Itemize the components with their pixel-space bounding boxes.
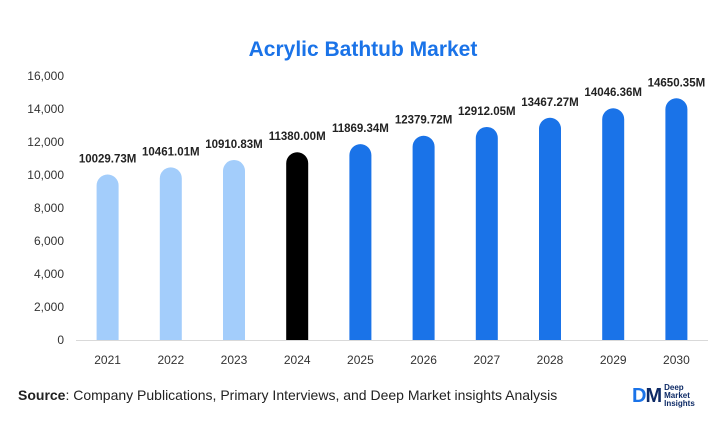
y-tick-label: 2,000 <box>34 300 64 314</box>
x-tick-label-2022: 2022 <box>157 353 184 367</box>
x-tick-label-2030: 2030 <box>663 353 690 367</box>
chart-title: Acrylic Bathtub Market <box>248 38 478 61</box>
data-label-2028: 13467.27M <box>521 97 579 109</box>
bar-2029 <box>602 108 625 340</box>
bar-2023 <box>223 159 245 340</box>
data-label-2021: 10029.73M <box>79 154 137 166</box>
bar-2024 <box>286 152 309 340</box>
bar-2022 <box>159 167 182 340</box>
y-tick-label: 0 <box>57 333 64 347</box>
x-tick-label-2026: 2026 <box>410 353 437 367</box>
y-tick-label: 12,000 <box>27 135 64 149</box>
y-tick-label: 6,000 <box>34 234 64 248</box>
y-tick-label: 8,000 <box>34 201 64 215</box>
y-tick-label: 4,000 <box>34 267 64 281</box>
data-label-2027: 12912.05M <box>458 106 516 118</box>
data-label-2026: 12379.72M <box>395 115 453 127</box>
data-label-2030: 14650.35M <box>648 77 706 89</box>
source-label: Source <box>18 387 66 403</box>
bar-2030 <box>665 98 688 340</box>
data-label-2022: 10461.01M <box>142 146 200 158</box>
x-tick-label-2029: 2029 <box>600 353 627 367</box>
x-tick-label-2021: 2021 <box>94 353 121 367</box>
bar-2028 <box>539 117 561 341</box>
data-label-2029: 14046.36M <box>584 87 642 99</box>
y-tick-label: 16,000 <box>27 69 64 83</box>
x-tick-label-2024: 2024 <box>284 353 311 367</box>
data-label-2023: 10910.83M <box>205 139 263 151</box>
company-logo: DM Deep Market Insights <box>632 384 695 408</box>
bar-2021 <box>96 174 119 340</box>
y-tick-label: 14,000 <box>27 102 64 116</box>
x-tick-label-2028: 2028 <box>537 353 564 367</box>
data-label-2025: 11869.34M <box>332 123 389 135</box>
bar-chart: 0 2,000 4,000 6,000 8,000 10,000 12,000 14,000 1… <box>27 69 708 367</box>
logo-text: Deep Market Insights <box>664 383 695 408</box>
x-tick-label-2027: 2027 <box>473 353 500 367</box>
data-label-2024: 11380.00M <box>269 131 326 143</box>
bar-2026 <box>412 135 435 340</box>
bar-2025 <box>349 144 372 340</box>
source-text: : Company Publications, Primary Intervie… <box>65 387 558 403</box>
logo-mark: DM <box>632 384 662 407</box>
bar-2027 <box>475 126 498 340</box>
y-tick-label: 10,000 <box>27 168 64 182</box>
source-line: Source: Company Publications, Primary In… <box>18 387 557 403</box>
x-tick-label-2025: 2025 <box>347 353 374 367</box>
x-tick-label-2023: 2023 <box>221 353 248 367</box>
